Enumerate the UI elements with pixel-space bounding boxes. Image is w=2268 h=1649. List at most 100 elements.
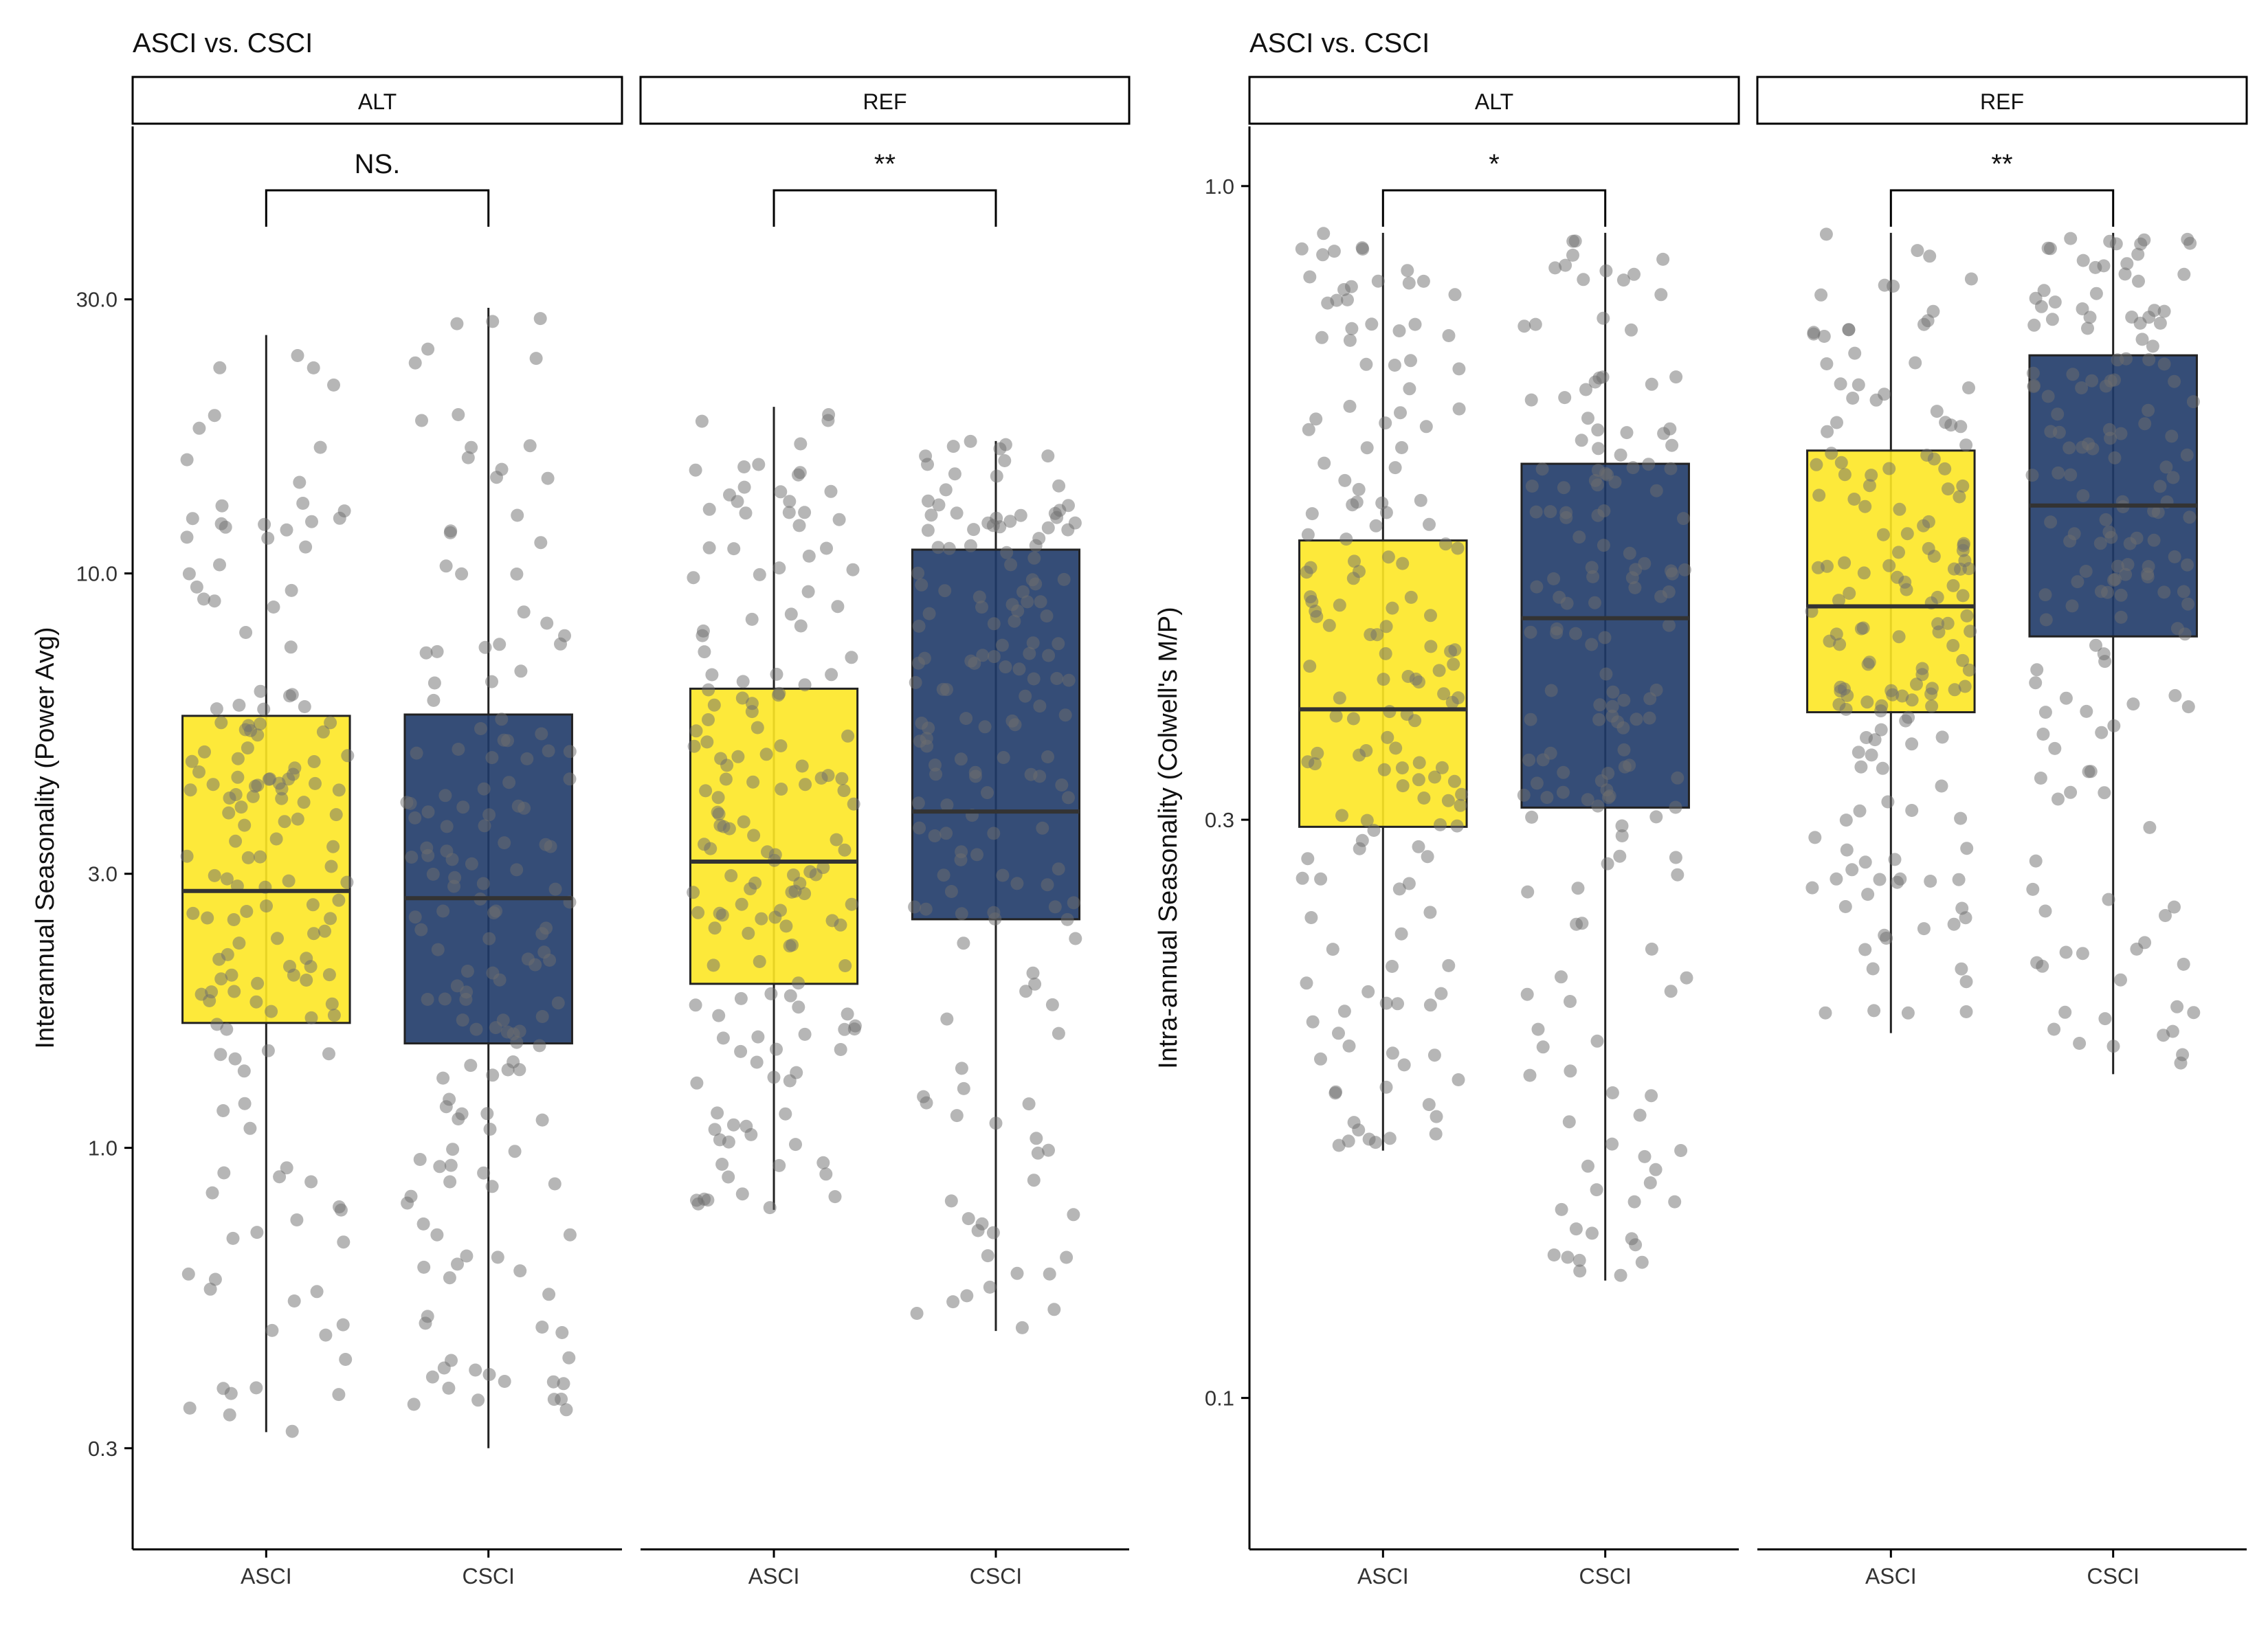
data-point	[1946, 579, 1960, 592]
data-point	[751, 1030, 765, 1044]
data-point	[1047, 1303, 1061, 1316]
data-point	[1924, 875, 1937, 888]
data-point	[1562, 1115, 1576, 1129]
data-point	[300, 952, 313, 965]
y-tick-label: 0.3	[1205, 808, 1234, 832]
data-point	[1033, 770, 1047, 783]
data-point	[205, 1186, 219, 1200]
data-point	[970, 848, 983, 862]
data-point	[2076, 302, 2089, 315]
data-point	[1040, 609, 1054, 622]
data-point	[2098, 786, 2111, 800]
data-point	[1327, 245, 1341, 258]
data-point	[460, 1249, 474, 1263]
data-point	[482, 932, 496, 945]
data-point	[318, 924, 331, 938]
data-point	[265, 1005, 278, 1018]
data-point	[469, 1363, 482, 1377]
data-point	[1645, 377, 1658, 391]
data-point	[995, 638, 1009, 652]
facet-strip-label: REF	[863, 89, 907, 114]
data-point	[1525, 810, 1539, 824]
data-point	[1434, 987, 1448, 1000]
data-point	[1337, 1005, 1351, 1018]
x-tick-label: CSCI	[970, 1564, 1022, 1589]
data-point	[712, 1009, 726, 1022]
data-point	[1517, 788, 1531, 802]
data-point	[1627, 1195, 1641, 1209]
data-point	[1326, 943, 1339, 956]
data-point	[691, 906, 705, 919]
data-point	[1839, 814, 1853, 827]
data-point	[798, 1027, 812, 1041]
data-point	[997, 751, 1010, 764]
data-point	[964, 434, 977, 448]
data-point	[1564, 1064, 1577, 1078]
data-point	[737, 815, 751, 829]
data-point	[816, 861, 830, 875]
data-point	[698, 838, 711, 851]
data-point	[1014, 508, 1027, 522]
data-point	[523, 439, 537, 453]
data-point	[1900, 527, 1914, 541]
data-point	[287, 968, 300, 982]
data-point	[1892, 630, 1906, 644]
data-point	[1043, 1267, 1056, 1281]
data-point	[1408, 714, 1422, 728]
data-point	[915, 578, 929, 592]
data-point	[1377, 673, 1390, 686]
data-point	[403, 796, 417, 810]
data-point	[1901, 1006, 1915, 1020]
data-point	[231, 770, 245, 784]
data-point	[324, 860, 338, 873]
x-tick-label: ASCI	[241, 1564, 292, 1589]
data-point	[563, 772, 577, 786]
data-point	[1547, 1248, 1561, 1261]
data-point	[1402, 276, 1416, 290]
data-point	[1041, 521, 1055, 535]
data-point	[438, 992, 452, 1006]
data-point	[486, 1068, 500, 1082]
data-point	[1656, 252, 1670, 266]
data-point	[1408, 317, 1422, 331]
data-point	[1005, 598, 1019, 612]
data-point	[421, 342, 435, 356]
data-point	[213, 361, 227, 374]
data-point	[981, 1249, 994, 1263]
data-point	[1845, 863, 1859, 877]
data-point	[1055, 778, 1069, 792]
data-point	[981, 786, 994, 800]
data-point	[327, 1009, 341, 1022]
data-point	[831, 600, 845, 614]
data-point	[940, 798, 954, 812]
data-point	[999, 660, 1012, 674]
data-point	[2029, 291, 2043, 305]
data-point	[201, 911, 214, 925]
data-point	[2089, 287, 2103, 300]
data-point	[1391, 997, 1404, 1011]
data-point	[2170, 1000, 2184, 1013]
data-point	[1847, 493, 1861, 506]
data-point	[1590, 1183, 1603, 1197]
data-point	[1605, 1137, 1619, 1151]
data-point	[1623, 546, 1636, 560]
data-point	[203, 1282, 217, 1296]
data-point	[921, 524, 935, 537]
facet-strip-label: ALT	[1475, 89, 1513, 114]
data-point	[713, 906, 726, 920]
data-point	[253, 717, 267, 731]
data-point	[2168, 374, 2181, 388]
data-point	[1422, 1098, 1436, 1112]
data-point	[794, 437, 808, 451]
data-point	[1339, 532, 1353, 546]
data-point	[1838, 556, 1852, 570]
data-point	[495, 713, 509, 726]
data-point	[2079, 565, 2093, 578]
data-point	[2063, 441, 2076, 455]
data-point	[1052, 637, 1065, 651]
data-point	[720, 759, 734, 772]
facet-ref: REF ASCI CSCI **	[639, 76, 1131, 1589]
data-point	[1540, 791, 1554, 805]
jitter-points	[687, 408, 862, 1215]
data-point	[1301, 755, 1315, 769]
